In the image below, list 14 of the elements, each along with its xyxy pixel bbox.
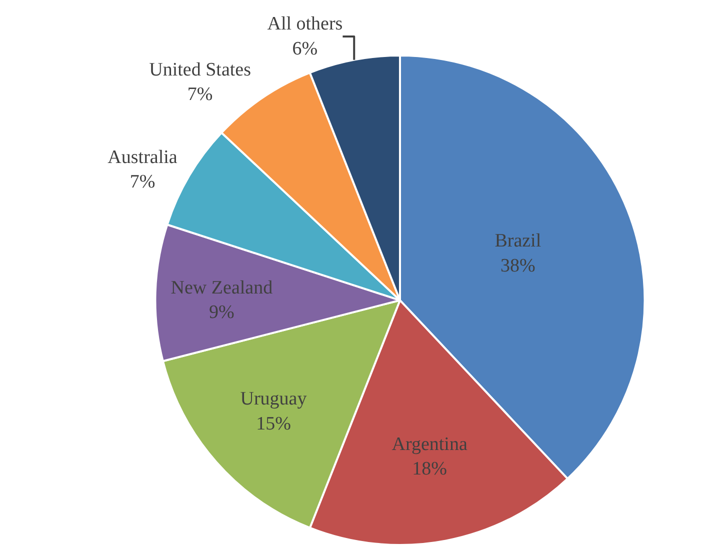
- slice-label: Uruguay: [240, 388, 308, 410]
- data-label: 6%: [292, 38, 318, 60]
- slice-label: Brazil: [494, 230, 542, 252]
- data-label: 18%: [412, 458, 448, 480]
- slice-label: Australia: [108, 146, 178, 168]
- data-label: 38%: [500, 255, 536, 276]
- slice-label: Argentina: [392, 434, 468, 455]
- slice-label: All others: [267, 14, 343, 35]
- slice-label: New Zealand: [170, 277, 274, 298]
- slice-label: United States: [149, 59, 251, 80]
- data-label: 7%: [187, 84, 213, 106]
- data-label: 15%: [256, 413, 292, 434]
- data-label: 9%: [209, 302, 235, 324]
- data-label: 7%: [130, 172, 156, 193]
